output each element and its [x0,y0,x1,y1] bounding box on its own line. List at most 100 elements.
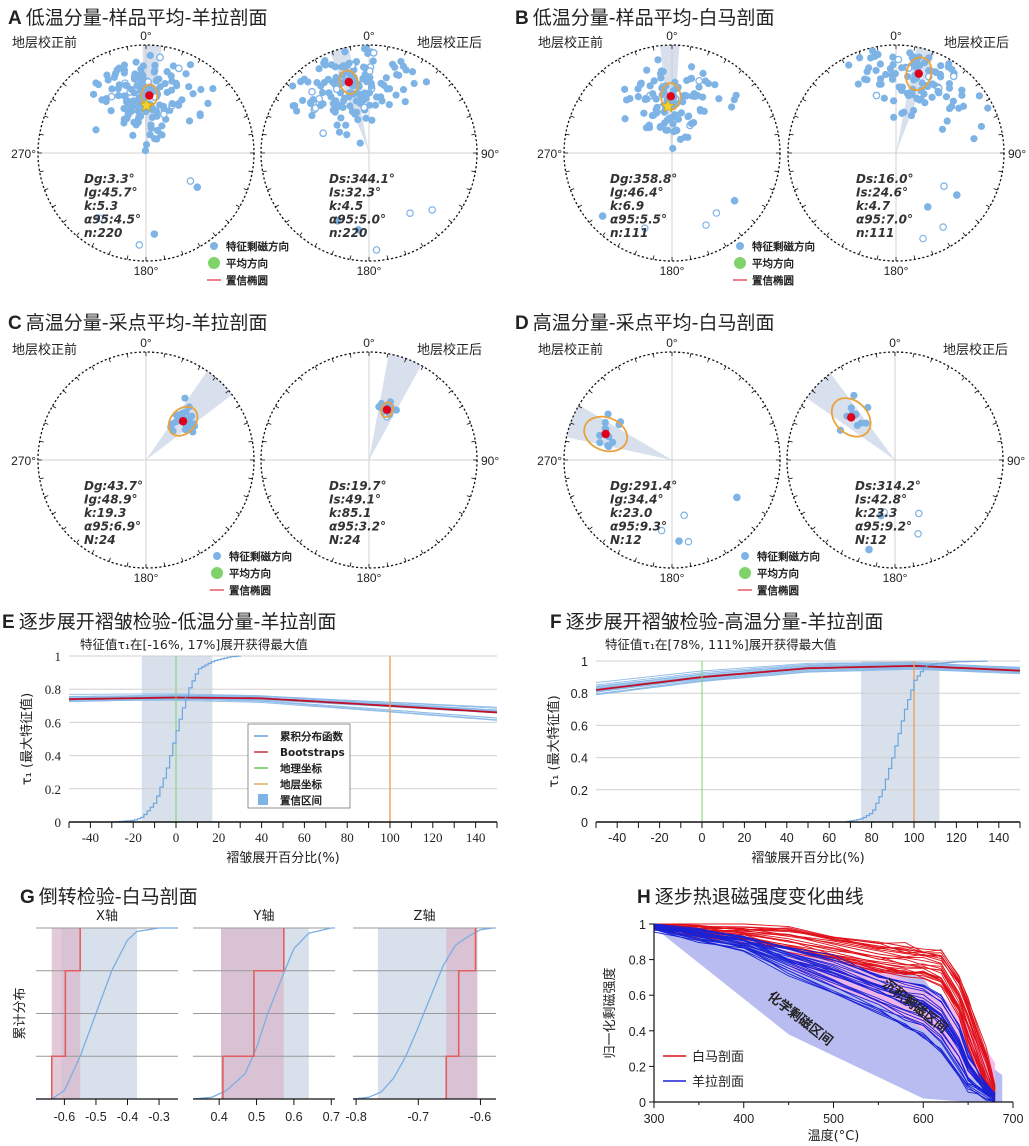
remanence-point [137,65,145,73]
remanence-point [875,80,884,88]
x-tick-label: -0.3 [148,1110,170,1124]
bootstrap-curve [595,661,1021,684]
remanence-point [640,224,649,232]
remanence-point [676,135,685,143]
south-label: 180° [134,571,159,585]
remanence-point [354,225,363,234]
x-tick-label: -0.5 [85,1110,107,1124]
x-tick-label: 120 [946,831,967,845]
degree-tick [751,83,755,87]
remanence-point [953,191,961,199]
legend-label-ellipse: 置信椭圆 [226,274,268,287]
remanence-point [889,60,897,69]
degree-tick [652,46,655,51]
degree-tick [235,405,240,409]
x-axis-label: 褶皱展开百分比(%) [751,850,865,866]
stat-1: Is:42.8° [855,493,907,507]
legend-swatch [258,794,268,805]
x-tick-label: -0.6 [470,1110,492,1124]
remanence-point [168,100,176,108]
degree-tick [404,51,407,56]
remanence-point [124,97,132,105]
stat-0: Ds:314.2° [855,479,921,493]
remanence-point [671,111,679,119]
legend-mean-icon [208,257,220,269]
degree-tick [314,242,318,247]
degree-tick [570,495,575,498]
stat-0: Ds:16.0° [856,172,914,186]
remanence-point [945,104,954,113]
bootstrap-curve [595,664,1021,687]
degree-tick [458,204,463,208]
mean-direction [846,413,856,422]
remanence-point [845,61,853,69]
panel-d-title: D 高温分量-采点平均-白马剖面 [515,312,775,334]
degree-tick [331,557,334,562]
remanence-point [339,103,347,112]
x-tick-label: 300 [644,1112,665,1126]
remanence-point [401,98,409,106]
remanence-point [695,83,703,91]
stat-2: k:4.5 [329,199,363,213]
remanence-point [653,103,661,112]
frame-label-after: 地层校正后 [417,35,482,51]
remanence-point [193,183,202,191]
remanence-point [306,98,315,107]
degree-tick [466,188,471,191]
degree-tick [44,495,49,498]
baima-curve [653,925,996,1093]
stereonet-A-geo: 0° 180° 270° 地层校正前 Dg:3.3°Ig:45.7°k:5.3α95:4… [11,29,255,278]
stereonet-A-strat: 0° 180° 90° 地层校正后 Ds:344.1°Is:32.3°k:4.5α95:… [260,29,499,278]
remanence-point [917,95,925,103]
upper-hemisphere-point [308,87,316,96]
degree-tick [458,98,463,102]
remanence-point [730,96,738,104]
degree-tick [197,59,201,64]
degree-tick [993,115,998,118]
stat-4: n:111 [856,226,894,240]
degree-tick [794,115,799,118]
remanence-point [308,111,316,120]
remanence-point [642,124,651,132]
mean-direction [914,69,923,78]
upper-hemisphere-point [369,49,378,57]
north-label: 0° [363,29,375,43]
remanence-point [161,80,169,88]
legend-point-icon [736,242,744,250]
degree-tick [984,405,989,409]
fold-test-E: -40 -20 0 20 40 60 80 100 120 140 0 0.2 0.4 0.6 0.8 1 褶皱… [19,649,498,866]
reversed-step-curve [222,928,285,1099]
degree-tick [793,422,798,425]
stat-1: Ig:34.4° [610,493,663,507]
degree-tick [570,115,575,118]
bootstrap-cdf-curve [36,927,178,1100]
degree-tick [875,562,878,567]
remanence-point [399,86,408,94]
south-label: 180° [660,571,685,585]
degree-tick [235,511,240,515]
x-tick-label: 0.5 [248,1110,265,1124]
remanence-point [337,114,345,122]
remanence-point [914,530,922,538]
bootstrap-curve [595,668,1021,696]
reversed-step-curve [50,928,81,1099]
stat-4: N:24 [329,533,361,547]
x-tick-label: -40 [82,830,99,845]
remanence-point [865,545,873,554]
legend-mean-icon [734,257,746,269]
degree-tick [126,255,129,260]
degree-tick [634,51,637,56]
degree-tick [589,83,593,87]
remanence-point [730,196,739,205]
degree-tick [930,358,933,363]
stat-2: k:5.3 [84,199,118,213]
x-tick-label: 20 [737,831,751,845]
remanence-point [185,117,194,125]
degree-tick [420,59,424,64]
degree-tick [825,539,829,543]
degree-tick [801,405,806,409]
degree-tick [52,98,57,102]
remanence-point [685,112,693,120]
stat-2: k:6.9 [610,199,644,213]
remanence-point [385,100,393,109]
